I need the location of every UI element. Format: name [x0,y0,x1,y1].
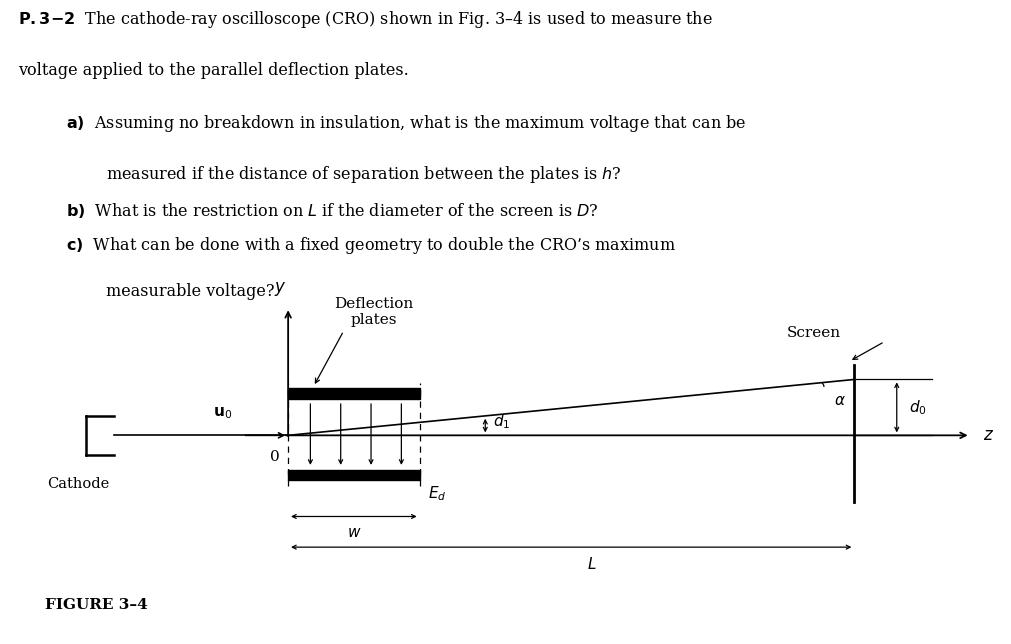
Text: Screen: Screen [787,326,841,340]
Text: $d_1$: $d_1$ [493,413,511,431]
Text: 0: 0 [270,450,280,464]
Text: measurable voltage?: measurable voltage? [106,283,275,300]
Text: voltage applied to the parallel deflection plates.: voltage applied to the parallel deflecti… [18,62,408,79]
Text: $w$: $w$ [347,526,361,540]
Text: $\mathbf{c)}$  What can be done with a fixed geometry to double the CRO’s maximu: $\mathbf{c)}$ What can be done with a fi… [66,235,675,256]
Text: $\mathbf{b)}$  What is the restriction on $L$ if the diameter of the screen is $: $\mathbf{b)}$ What is the restriction on… [66,201,599,220]
Text: $\mathbf{u}_0$: $\mathbf{u}_0$ [213,405,233,421]
Text: $E_d$: $E_d$ [428,484,446,503]
Text: $L$: $L$ [586,556,596,572]
Text: $\mathbf{P.3{-}2}$  The cathode-ray oscilloscope (CRO) shown in Fig. 3–4 is used: $\mathbf{P.3{-}2}$ The cathode-ray oscil… [18,8,713,30]
Text: $y$: $y$ [274,280,286,298]
Text: $\alpha$: $\alpha$ [834,394,846,408]
Text: $z$: $z$ [983,427,994,444]
Text: FIGURE 3–4: FIGURE 3–4 [45,598,149,612]
Text: $\mathbf{a)}$  Assuming no breakdown in insulation, what is the maximum voltage : $\mathbf{a)}$ Assuming no breakdown in i… [66,113,746,135]
Text: $d_0$: $d_0$ [909,398,927,417]
Text: measured if the distance of separation between the plates is $h$?: measured if the distance of separation b… [106,164,622,185]
Text: Cathode: Cathode [47,477,109,491]
Text: Deflection
plates: Deflection plates [335,297,413,327]
